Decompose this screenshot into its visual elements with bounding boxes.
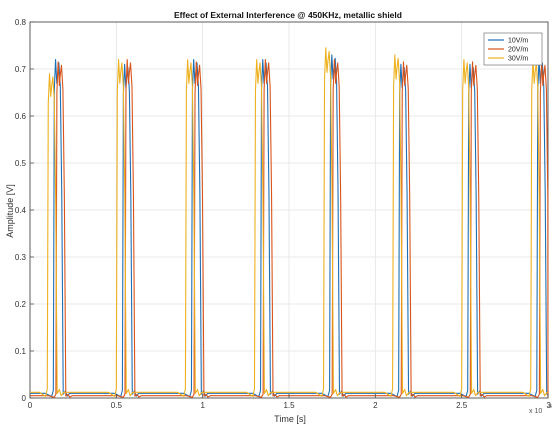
x-axis-multiplier-exponent: -4 — [547, 404, 552, 410]
y-tick-label: 0.6 — [15, 112, 27, 121]
y-tick-label: 0.3 — [15, 253, 27, 262]
y-tick-label: 0 — [22, 394, 27, 403]
y-tick-label: 0.2 — [15, 300, 27, 309]
y-axis-label: Amplitude [V] — [5, 184, 15, 238]
series-line-2 — [30, 47, 548, 397]
gridlines — [29, 21, 549, 399]
x-axis-multiplier-base: x 10 — [529, 408, 542, 415]
legend-label: 30V/m — [508, 56, 528, 63]
series-line-1 — [30, 59, 549, 398]
x-axis-ticks: 0 0.5 1 1.5 2 2.5 3 — [28, 394, 552, 410]
series-line-0 — [30, 54, 549, 398]
y-axis-ticks: 0 0.1 0.2 0.3 0.4 0.5 0.6 0.7 0.8 — [15, 18, 34, 403]
legend-label: 20V/m — [508, 47, 528, 54]
y-tick-label: 0.1 — [15, 347, 27, 356]
series-lines — [30, 47, 549, 398]
x-tick-label: 0.5 — [111, 401, 123, 410]
legend: 10V/m 20V/m 30V/m — [483, 32, 543, 66]
x-tick-label: 2 — [373, 401, 378, 410]
x-tick-label: 3 — [547, 401, 552, 410]
y-tick-label: 0.8 — [15, 18, 27, 27]
x-tick-label: 2.5 — [456, 401, 468, 410]
y-tick-label: 0.5 — [15, 159, 27, 168]
y-tick-label: 0.4 — [15, 206, 27, 215]
x-tick-label: 0 — [28, 401, 33, 410]
legend-label: 10V/m — [508, 38, 528, 45]
x-axis-label: Time [s] — [274, 414, 306, 424]
y-tick-label: 0.7 — [15, 65, 27, 74]
x-tick-label: 1.5 — [283, 401, 295, 410]
x-tick-label: 1 — [200, 401, 205, 410]
x-axis-multiplier: x 10 -4 — [529, 404, 552, 415]
chart-title: Effect of External Interference @ 450KHz… — [174, 10, 402, 20]
